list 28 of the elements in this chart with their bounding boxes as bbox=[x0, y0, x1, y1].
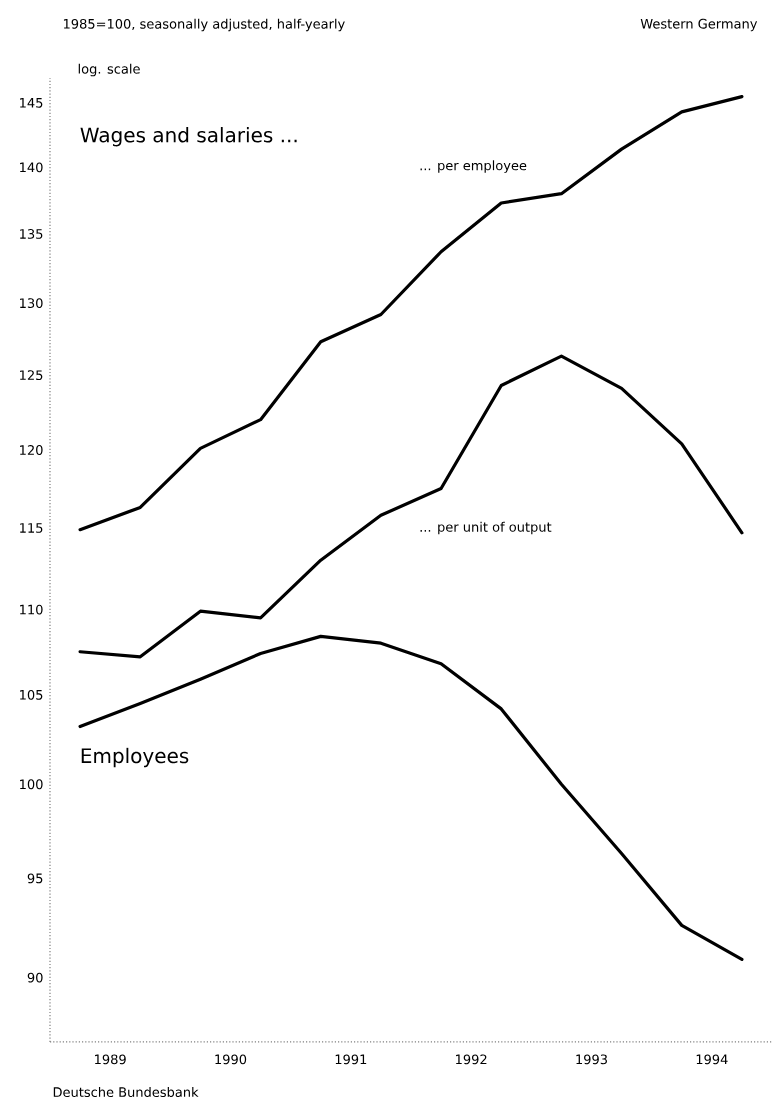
y-tick-label: 120 bbox=[20, 445, 43, 455]
x-tick-label: 1991 bbox=[335, 1054, 367, 1065]
line-series bbox=[78, 354, 744, 659]
y-tick-label: 130 bbox=[20, 298, 43, 309]
y-axis-title: log. scale bbox=[78, 63, 140, 77]
y-tick-label: 110 bbox=[20, 604, 43, 615]
line-series bbox=[78, 634, 744, 961]
text: Deutsche Bundesbank bbox=[53, 1086, 199, 1098]
x-tick-label: 1994 bbox=[696, 1054, 728, 1065]
x-tick-label: 1993 bbox=[576, 1054, 607, 1065]
annotation: Wages and salaries ... bbox=[80, 127, 297, 147]
y-tick-label: 95 bbox=[27, 873, 43, 884]
x-tick-label: 1992 bbox=[456, 1054, 487, 1065]
y-tick-label: 115 bbox=[20, 523, 43, 533]
y-tick-label: 90 bbox=[27, 972, 43, 983]
y-tick-label: 140 bbox=[20, 162, 43, 173]
chart-title: 1985=100, seasonally adjusted, half-yearly bbox=[63, 18, 345, 32]
y-tick-label: 105 bbox=[20, 689, 43, 700]
y-tick-label: 100 bbox=[20, 779, 43, 790]
series-label: ... per unit of output bbox=[420, 521, 552, 535]
chart-subtitle: Western Germany bbox=[640, 18, 758, 32]
x-tick-label: 1990 bbox=[215, 1054, 247, 1065]
series-label: ... per employee bbox=[420, 160, 527, 173]
x-tick-label: 1989 bbox=[95, 1054, 126, 1065]
y-tick-label: 145 bbox=[20, 98, 43, 108]
y-tick-label: 125 bbox=[20, 370, 43, 381]
series-label: Employees bbox=[81, 747, 189, 768]
y-tick-label: 135 bbox=[20, 229, 43, 239]
